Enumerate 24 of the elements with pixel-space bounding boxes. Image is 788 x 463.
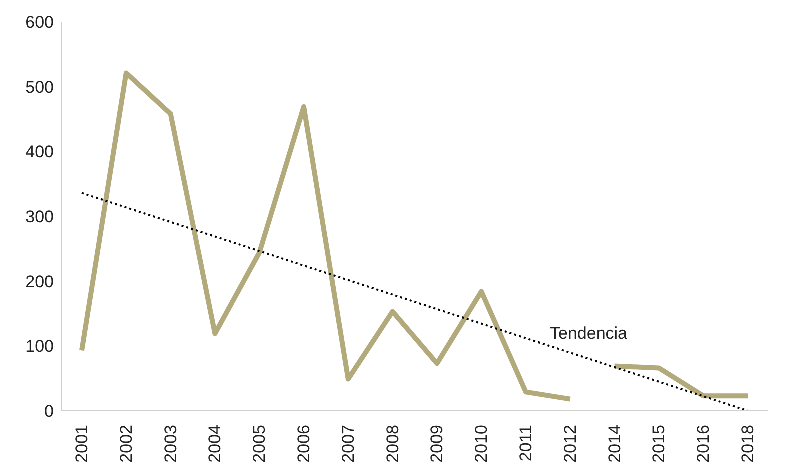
x-tick-label: 2002 [116, 425, 136, 463]
x-tick-label: 2010 [472, 425, 492, 463]
x-tick-label: 2005 [250, 425, 270, 463]
x-tick-label: 2018 [738, 425, 758, 463]
y-tick-label: 100 [26, 337, 54, 356]
x-tick-label: 2011 [516, 425, 536, 462]
x-tick-label: 2009 [428, 425, 447, 463]
annotation: Tendencia [550, 324, 628, 344]
x-tick-label: 2006 [294, 425, 314, 463]
x-tick-label: 2004 [206, 425, 225, 463]
x-tick-label: 2003 [161, 425, 180, 463]
x-tick-label: 2015 [650, 425, 669, 463]
y-tick-label: 600 [26, 13, 54, 32]
y-tick-label: 500 [26, 78, 54, 97]
y-tick-label: 0 [44, 402, 54, 422]
y-tick-label: 400 [26, 142, 54, 162]
x-tick-label: 2014 [605, 425, 624, 463]
x-tick-label: 2012 [560, 425, 580, 463]
x-tick-label: 2008 [383, 425, 402, 463]
x-tick-label: 2007 [338, 425, 358, 463]
y-tick-label: 200 [26, 272, 54, 292]
y-tick-label: 300 [26, 208, 54, 227]
x-tick-label: 2001 [72, 425, 92, 463]
x-tick-label: 2016 [694, 425, 714, 463]
